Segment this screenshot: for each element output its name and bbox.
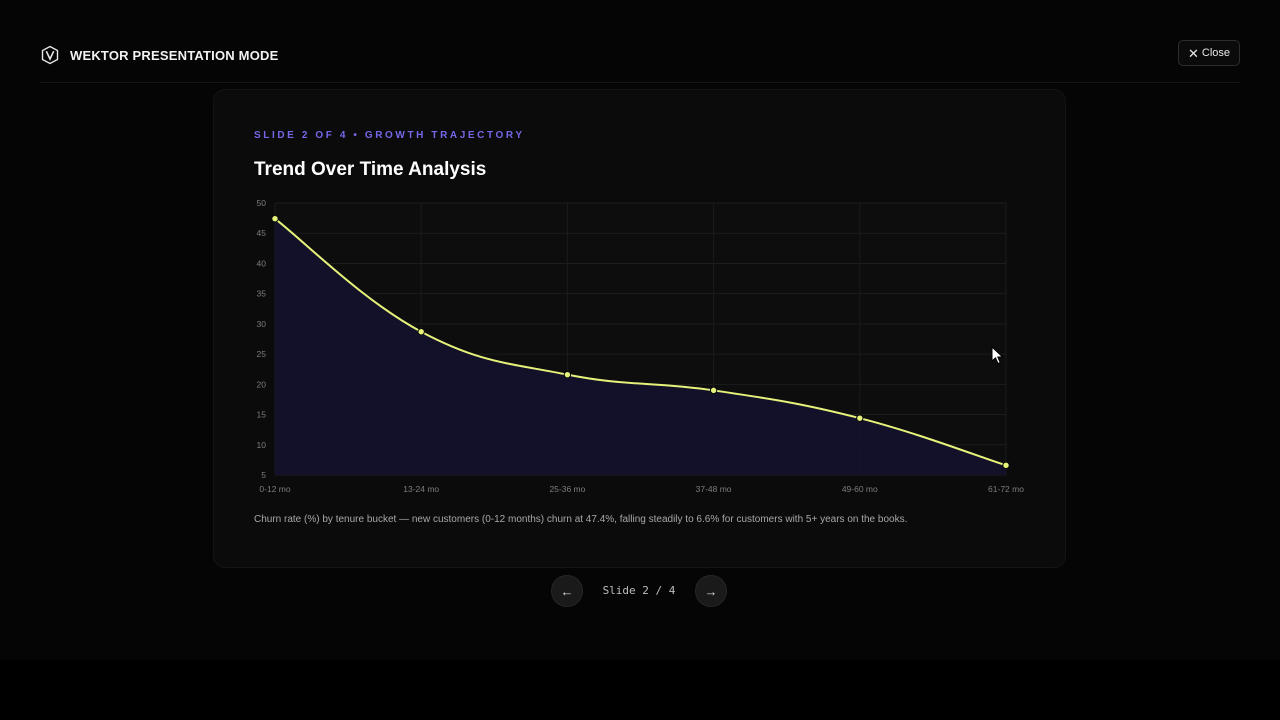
data-point xyxy=(709,386,718,395)
slide-card: SLIDE 2 OF 4 • GROWTH TRAJECTORY Trend O… xyxy=(213,89,1066,568)
brand: WEKTOR PRESENTATION MODE xyxy=(40,45,278,65)
close-button[interactable]: ✕ Close xyxy=(1178,40,1240,66)
data-point xyxy=(1002,461,1010,470)
y-tick-label: 20 xyxy=(257,379,267,389)
data-point xyxy=(563,370,572,379)
presentation-app: WEKTOR PRESENTATION MODE ✕ Close SLIDE 2… xyxy=(40,40,1240,607)
slide-title: Trend Over Time Analysis xyxy=(254,159,487,180)
slide-eyebrow: SLIDE 2 OF 4 • GROWTH TRAJECTORY xyxy=(254,130,525,141)
close-icon: ✕ xyxy=(1187,45,1199,61)
data-point xyxy=(856,414,864,422)
slide-pager: ← Slide 2 / 4 → xyxy=(551,575,729,607)
y-tick-label: 50 xyxy=(257,198,267,208)
close-button-label: Close xyxy=(1201,47,1231,59)
churn-area-chart: 5 10 15 20 25 30 35 40 45 50 0-12 mo 13-24 mo 25-36 … xyxy=(257,198,1025,494)
series-area xyxy=(275,218,1006,475)
v-shield-logo-icon xyxy=(41,45,59,65)
data-point xyxy=(417,328,425,336)
y-tick-label: 25 xyxy=(257,349,267,359)
y-tick-label: 35 xyxy=(257,289,267,299)
app-title: WEKTOR PRESENTATION MODE xyxy=(70,47,279,63)
x-tick-label: 25-36 mo xyxy=(549,484,585,494)
previous-slide-button[interactable]: ← xyxy=(551,575,583,607)
data-point xyxy=(271,215,279,223)
chart-caption: Churn rate (%) by tenure bucket — new cu… xyxy=(254,514,908,525)
y-tick-label: 40 xyxy=(257,258,267,268)
x-tick-label: 0-12 mo xyxy=(259,484,290,494)
x-tick-label: 37-48 mo xyxy=(696,484,732,494)
series-line xyxy=(274,217,1007,467)
y-tick-label: 30 xyxy=(257,319,267,329)
slide-counter: Slide 2 / 4 xyxy=(602,584,676,597)
y-tick-label: 45 xyxy=(257,228,267,238)
arrow-left-icon: ← xyxy=(560,583,574,599)
y-tick-label: 10 xyxy=(257,440,267,450)
x-tick-label: 13-24 mo xyxy=(403,484,439,494)
next-slide-button[interactable]: → xyxy=(695,575,727,607)
mouse-cursor-icon xyxy=(991,346,1004,365)
top-bar: WEKTOR PRESENTATION MODE ✕ Close xyxy=(40,40,1240,83)
y-tick-label: 15 xyxy=(257,410,267,420)
arrow-right-icon: → xyxy=(704,583,718,599)
x-tick-label: 49-60 mo xyxy=(842,484,878,494)
x-tick-label: 61-72 mo xyxy=(988,484,1024,494)
y-tick-label: 5 xyxy=(261,470,266,480)
